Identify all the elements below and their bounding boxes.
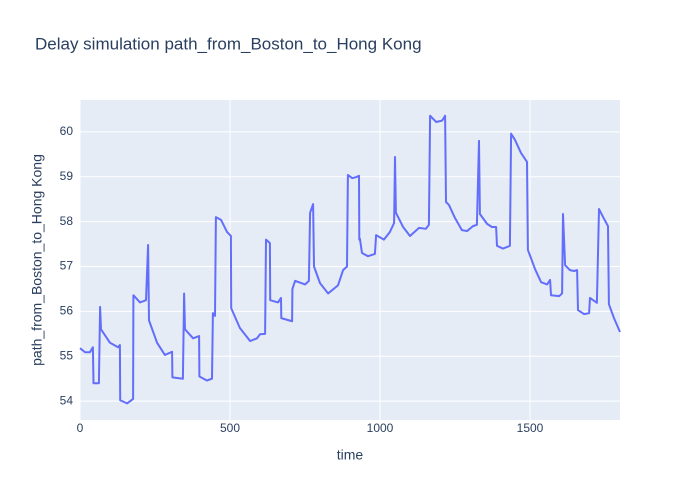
x-tick-label: 1000 [367,421,394,435]
chart-title: Delay simulation path_from_Boston_to_Hon… [35,34,422,53]
y-tick-label: 55 [60,348,74,362]
x-tick-label: 500 [220,421,240,435]
x-axis-title: time [337,447,364,463]
x-tick-label: 1500 [517,421,544,435]
y-tick-label: 57 [60,259,74,273]
plot-background [80,100,620,420]
y-axis-title: path_from_Boston_to_Hong Kong [29,154,45,366]
y-tick-label: 60 [60,124,74,138]
x-tick-label: 0 [77,421,84,435]
y-tick-label: 54 [60,393,74,407]
y-tick-label: 59 [60,169,74,183]
data-line [79,114,621,405]
y-tick-label: 58 [60,214,74,228]
y-tick-label: 56 [60,304,74,318]
